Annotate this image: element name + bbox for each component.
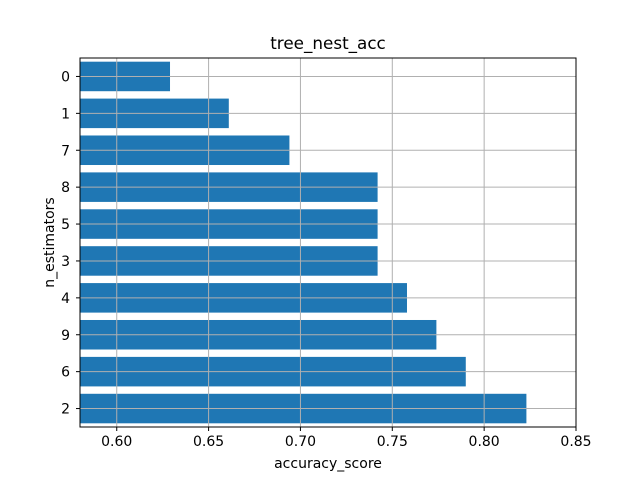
y-tick-label: 0 (61, 69, 70, 85)
plot-frame (79, 57, 577, 428)
y-tick-label: 9 (61, 328, 70, 344)
y-tick-label: 1 (61, 106, 70, 122)
y-tick-label: 4 (61, 291, 70, 307)
x-tick-label: 0.60 (101, 434, 132, 450)
x-tick-label: 0.65 (193, 434, 224, 450)
chart-title: tree_nest_acc (270, 33, 386, 54)
y-tick-label: 6 (61, 365, 70, 381)
y-tick-label: 7 (61, 143, 70, 159)
x-tick-label: 0.85 (560, 434, 591, 450)
y-tick-label: 3 (61, 254, 70, 270)
y-tick-label: 2 (61, 402, 70, 418)
x-tick-label: 0.75 (377, 434, 408, 450)
x-axis-label: accuracy_score (274, 456, 382, 472)
y-axis-label: n_estimators (42, 197, 58, 287)
y-tick-label: 8 (61, 180, 70, 196)
tick-layer: 0.60 0.65 0.70 0.75 0.80 0.85 0 1 7 8 5 3 4 9 6 2 (61, 69, 592, 450)
grid-layer (80, 58, 577, 427)
x-tick-label: 0.70 (285, 434, 316, 450)
x-tick-label: 0.80 (469, 434, 500, 450)
bar-layer (80, 61, 527, 424)
y-tick-label: 5 (61, 217, 70, 233)
